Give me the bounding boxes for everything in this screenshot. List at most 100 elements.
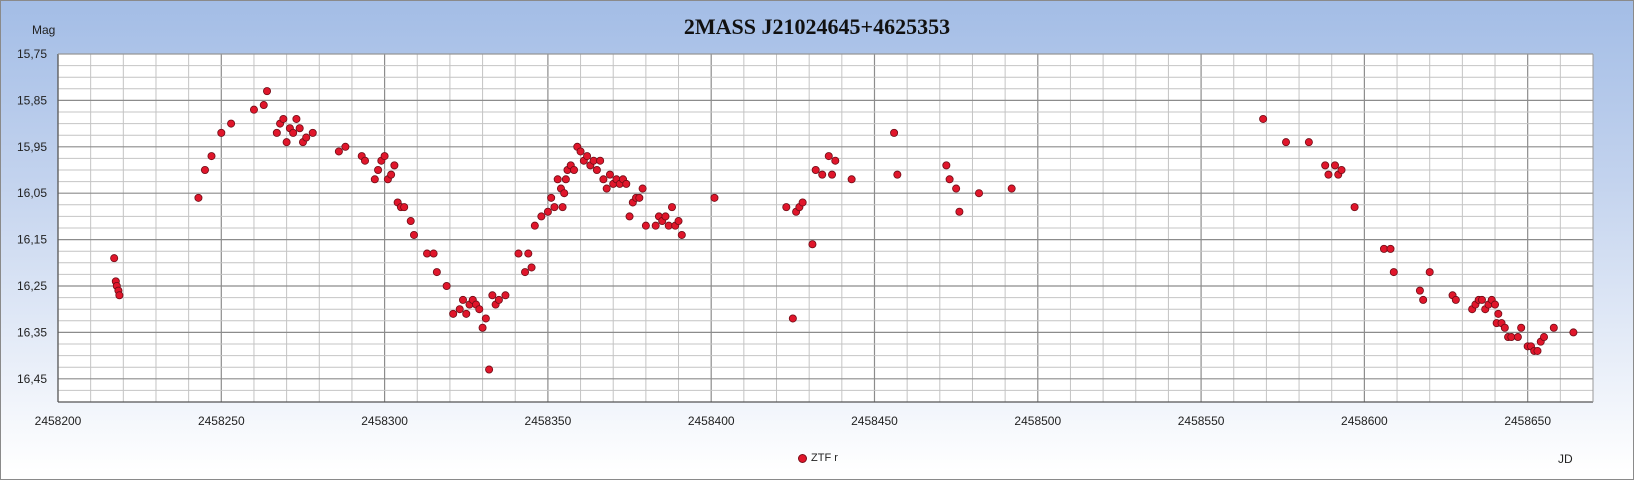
data-point (1259, 114, 1268, 123)
data-point (596, 156, 605, 165)
data-point (558, 203, 567, 212)
y-tick-label: 15,75 (17, 47, 47, 61)
data-point (387, 170, 396, 179)
data-point (302, 133, 311, 142)
y-tick-label: 15,85 (17, 93, 47, 107)
x-tick-label: 2458200 (35, 414, 82, 428)
data-point (360, 156, 369, 165)
data-point (370, 175, 379, 184)
y-tick-label: 16,45 (17, 372, 47, 386)
axes (57, 53, 1594, 403)
x-tick-label: 2458350 (525, 414, 572, 428)
tick-labels: 15,75 15,85 15,95 16,05 16,15 16,25 16,35 16,45… (17, 47, 1551, 428)
data-point (458, 295, 467, 304)
data-point (664, 221, 673, 230)
data-point (341, 142, 350, 151)
data-point (945, 175, 954, 184)
data-point (1569, 328, 1578, 337)
data-point (292, 114, 301, 123)
data-point (227, 119, 236, 128)
data-point (677, 230, 686, 239)
data-point (1491, 300, 1500, 309)
data-point (1507, 333, 1516, 342)
data-point (334, 147, 343, 156)
data-point (423, 249, 432, 258)
y-axis-label: Mag (32, 23, 56, 37)
data-point (259, 101, 268, 110)
data-point (1549, 323, 1558, 332)
data-point (668, 203, 677, 212)
data-point (635, 193, 644, 202)
data-point (1337, 165, 1346, 174)
data-point (501, 291, 510, 300)
data-point (589, 156, 598, 165)
data-point (1415, 286, 1424, 295)
data-point (599, 175, 608, 184)
y-tick-label: 16,15 (17, 233, 47, 247)
data-point (893, 170, 902, 179)
data-point (524, 249, 533, 258)
data-point (263, 87, 272, 96)
data-point (295, 124, 304, 133)
data-point (462, 309, 471, 318)
data-point (521, 268, 530, 277)
data-point (1379, 244, 1388, 253)
data-point (455, 305, 464, 314)
data-point (592, 165, 601, 174)
data-point (622, 179, 631, 188)
data-point (625, 212, 634, 221)
data-point (808, 240, 817, 249)
data-point (1425, 268, 1434, 277)
data-point (272, 128, 281, 137)
data-point (1451, 295, 1460, 304)
data-point (561, 175, 570, 184)
x-tick-label: 2458500 (1014, 414, 1061, 428)
x-tick-label: 2458450 (851, 414, 898, 428)
data-point (583, 152, 592, 161)
data-point (543, 207, 552, 216)
grid-lines (57, 53, 1594, 403)
data-point (811, 165, 820, 174)
data-point (530, 221, 539, 230)
data-point (1321, 161, 1330, 170)
data-point (481, 314, 490, 323)
data-point (576, 147, 585, 156)
data-point (442, 281, 451, 290)
x-tick-label: 2458550 (1178, 414, 1225, 428)
data-point (1500, 323, 1509, 332)
data-point (289, 128, 298, 137)
data-point (674, 217, 683, 226)
data-point (560, 189, 569, 198)
data-point (952, 184, 961, 193)
data-point (550, 203, 559, 212)
data-point (570, 165, 579, 174)
data-point (282, 138, 291, 147)
y-tick-label: 16,25 (17, 279, 47, 293)
legend-label: ZTF r (811, 452, 838, 464)
data-point (553, 175, 562, 184)
data-point (1007, 184, 1016, 193)
data-point (1513, 333, 1522, 342)
data-point (110, 254, 119, 263)
data-point (406, 217, 415, 226)
data-point (975, 189, 984, 198)
data-point (1494, 309, 1503, 318)
data-point (485, 365, 494, 374)
data-point (942, 161, 951, 170)
x-axis-label: JD (1558, 452, 1573, 466)
data-point (514, 249, 523, 258)
data-point (1304, 138, 1313, 147)
data-point (478, 323, 487, 332)
data-points (110, 87, 1578, 374)
data-point (374, 165, 383, 174)
x-tick-label: 2458300 (361, 414, 408, 428)
data-point (1419, 295, 1428, 304)
data-point (1350, 203, 1359, 212)
data-point (818, 170, 827, 179)
data-point (661, 212, 670, 221)
y-tick-label: 16,05 (17, 186, 47, 200)
data-point (200, 165, 209, 174)
data-point (432, 268, 441, 277)
data-point (1540, 333, 1549, 342)
data-point (1389, 268, 1398, 277)
